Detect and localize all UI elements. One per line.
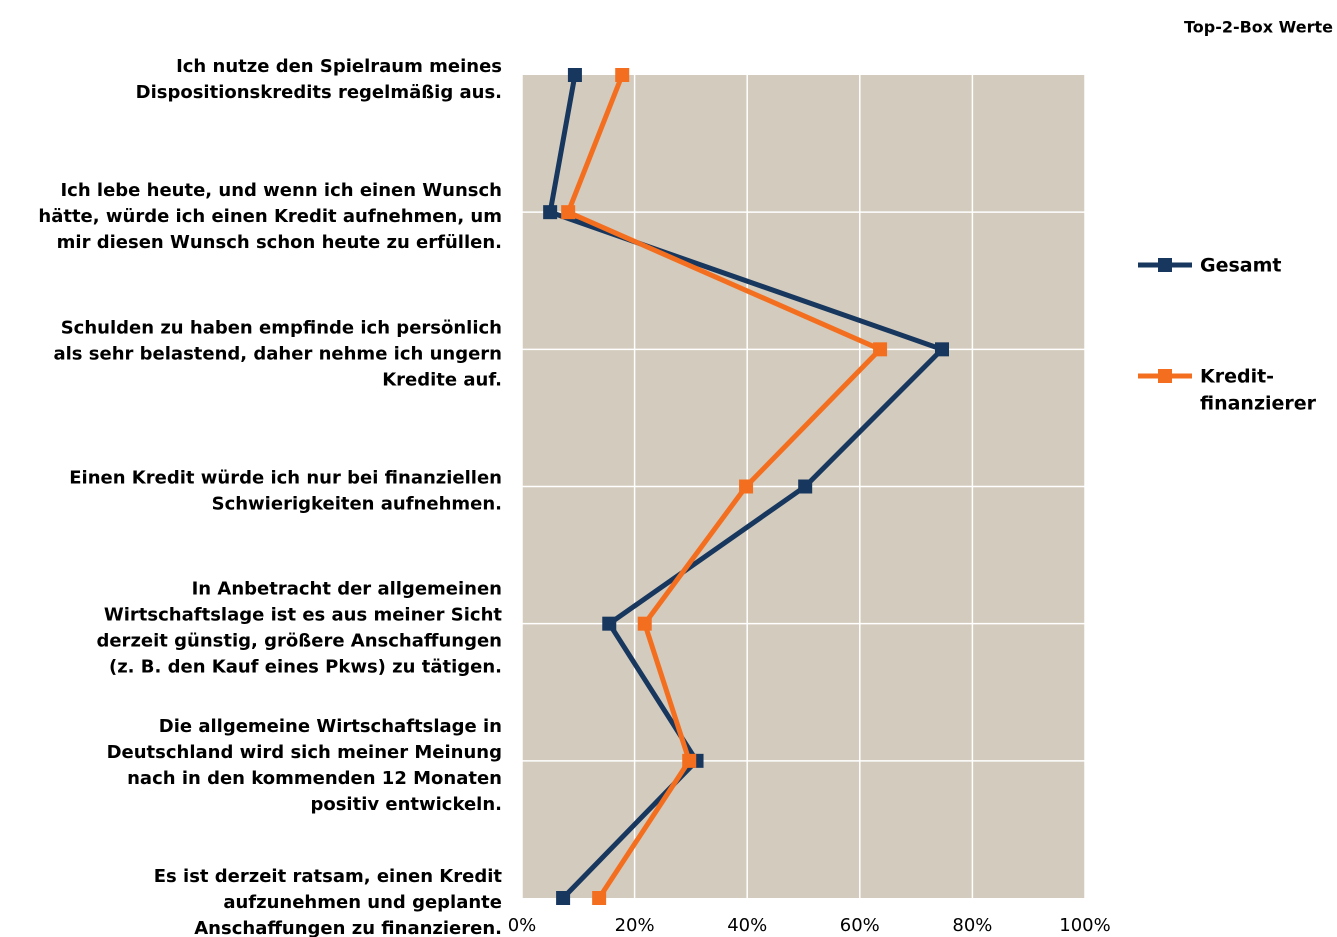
category-label: Ich nutze den Spielraum meines — [176, 56, 502, 77]
category-label: derzeit günstig, größere Anschaffungen — [96, 631, 502, 652]
marker — [543, 205, 558, 220]
marker — [798, 479, 813, 494]
category-label: Schwierigkeiten aufnehmen. — [212, 494, 502, 515]
x-tick-label: 40% — [727, 915, 767, 936]
marker — [602, 616, 617, 631]
x-tick-label: 80% — [952, 915, 992, 936]
legend-marker — [1158, 258, 1172, 272]
category-label: als sehr belastend, daher nehme ich unge… — [53, 343, 502, 364]
marker — [615, 68, 630, 82]
category-label: Dispositionskredits regelmäßig aus. — [136, 82, 502, 103]
marker — [682, 753, 697, 768]
category-label: Die allgemeine Wirtschaftslage in — [159, 716, 502, 737]
category-label: (z. B. den Kauf eines Pkws) zu tätigen. — [109, 657, 502, 678]
category-label: Kredite auf. — [382, 369, 502, 390]
category-label: nach in den kommenden 12 Monaten — [127, 768, 502, 789]
category-label: Wirtschaftslage ist es aus meiner Sicht — [104, 605, 502, 626]
chart-title: Top-2-Box Werte — [1184, 18, 1333, 37]
marker — [556, 891, 571, 905]
category-label: Anschaffungen zu finanzieren. — [194, 918, 502, 937]
marker — [873, 342, 888, 357]
marker — [567, 68, 582, 82]
category-label: Schulden zu haben empfinde ich persönlic… — [61, 317, 502, 338]
marker — [739, 479, 754, 494]
marker — [592, 891, 607, 905]
x-tick-label: 20% — [615, 915, 655, 936]
marker — [561, 205, 576, 220]
category-label: Ich lebe heute, und wenn ich einen Wunsc… — [60, 180, 502, 201]
legend-marker — [1158, 369, 1172, 383]
legend-label: Kredit- — [1200, 366, 1274, 388]
legend-label: finanzierer — [1200, 393, 1317, 415]
x-tick-label: 60% — [840, 915, 880, 936]
category-label: Einen Kredit würde ich nur bei finanziel… — [69, 468, 502, 489]
category-label: In Anbetracht der allgemeinen — [192, 579, 502, 600]
category-label: aufzunehmen und geplante — [223, 892, 502, 913]
category-label: mir diesen Wunsch schon heute zu erfülle… — [57, 232, 502, 253]
x-tick-label: 0% — [508, 915, 537, 936]
marker — [934, 342, 949, 357]
category-label: Es ist derzeit ratsam, einen Kredit — [154, 866, 503, 887]
legend-label: Gesamt — [1200, 255, 1282, 277]
category-label: hätte, würde ich einen Kredit aufnehmen,… — [38, 206, 502, 227]
category-label: positiv entwickeln. — [310, 794, 502, 815]
x-tick-label: 100% — [1059, 915, 1110, 936]
marker — [637, 616, 652, 631]
category-label: Deutschland wird sich meiner Meinung — [107, 742, 502, 763]
